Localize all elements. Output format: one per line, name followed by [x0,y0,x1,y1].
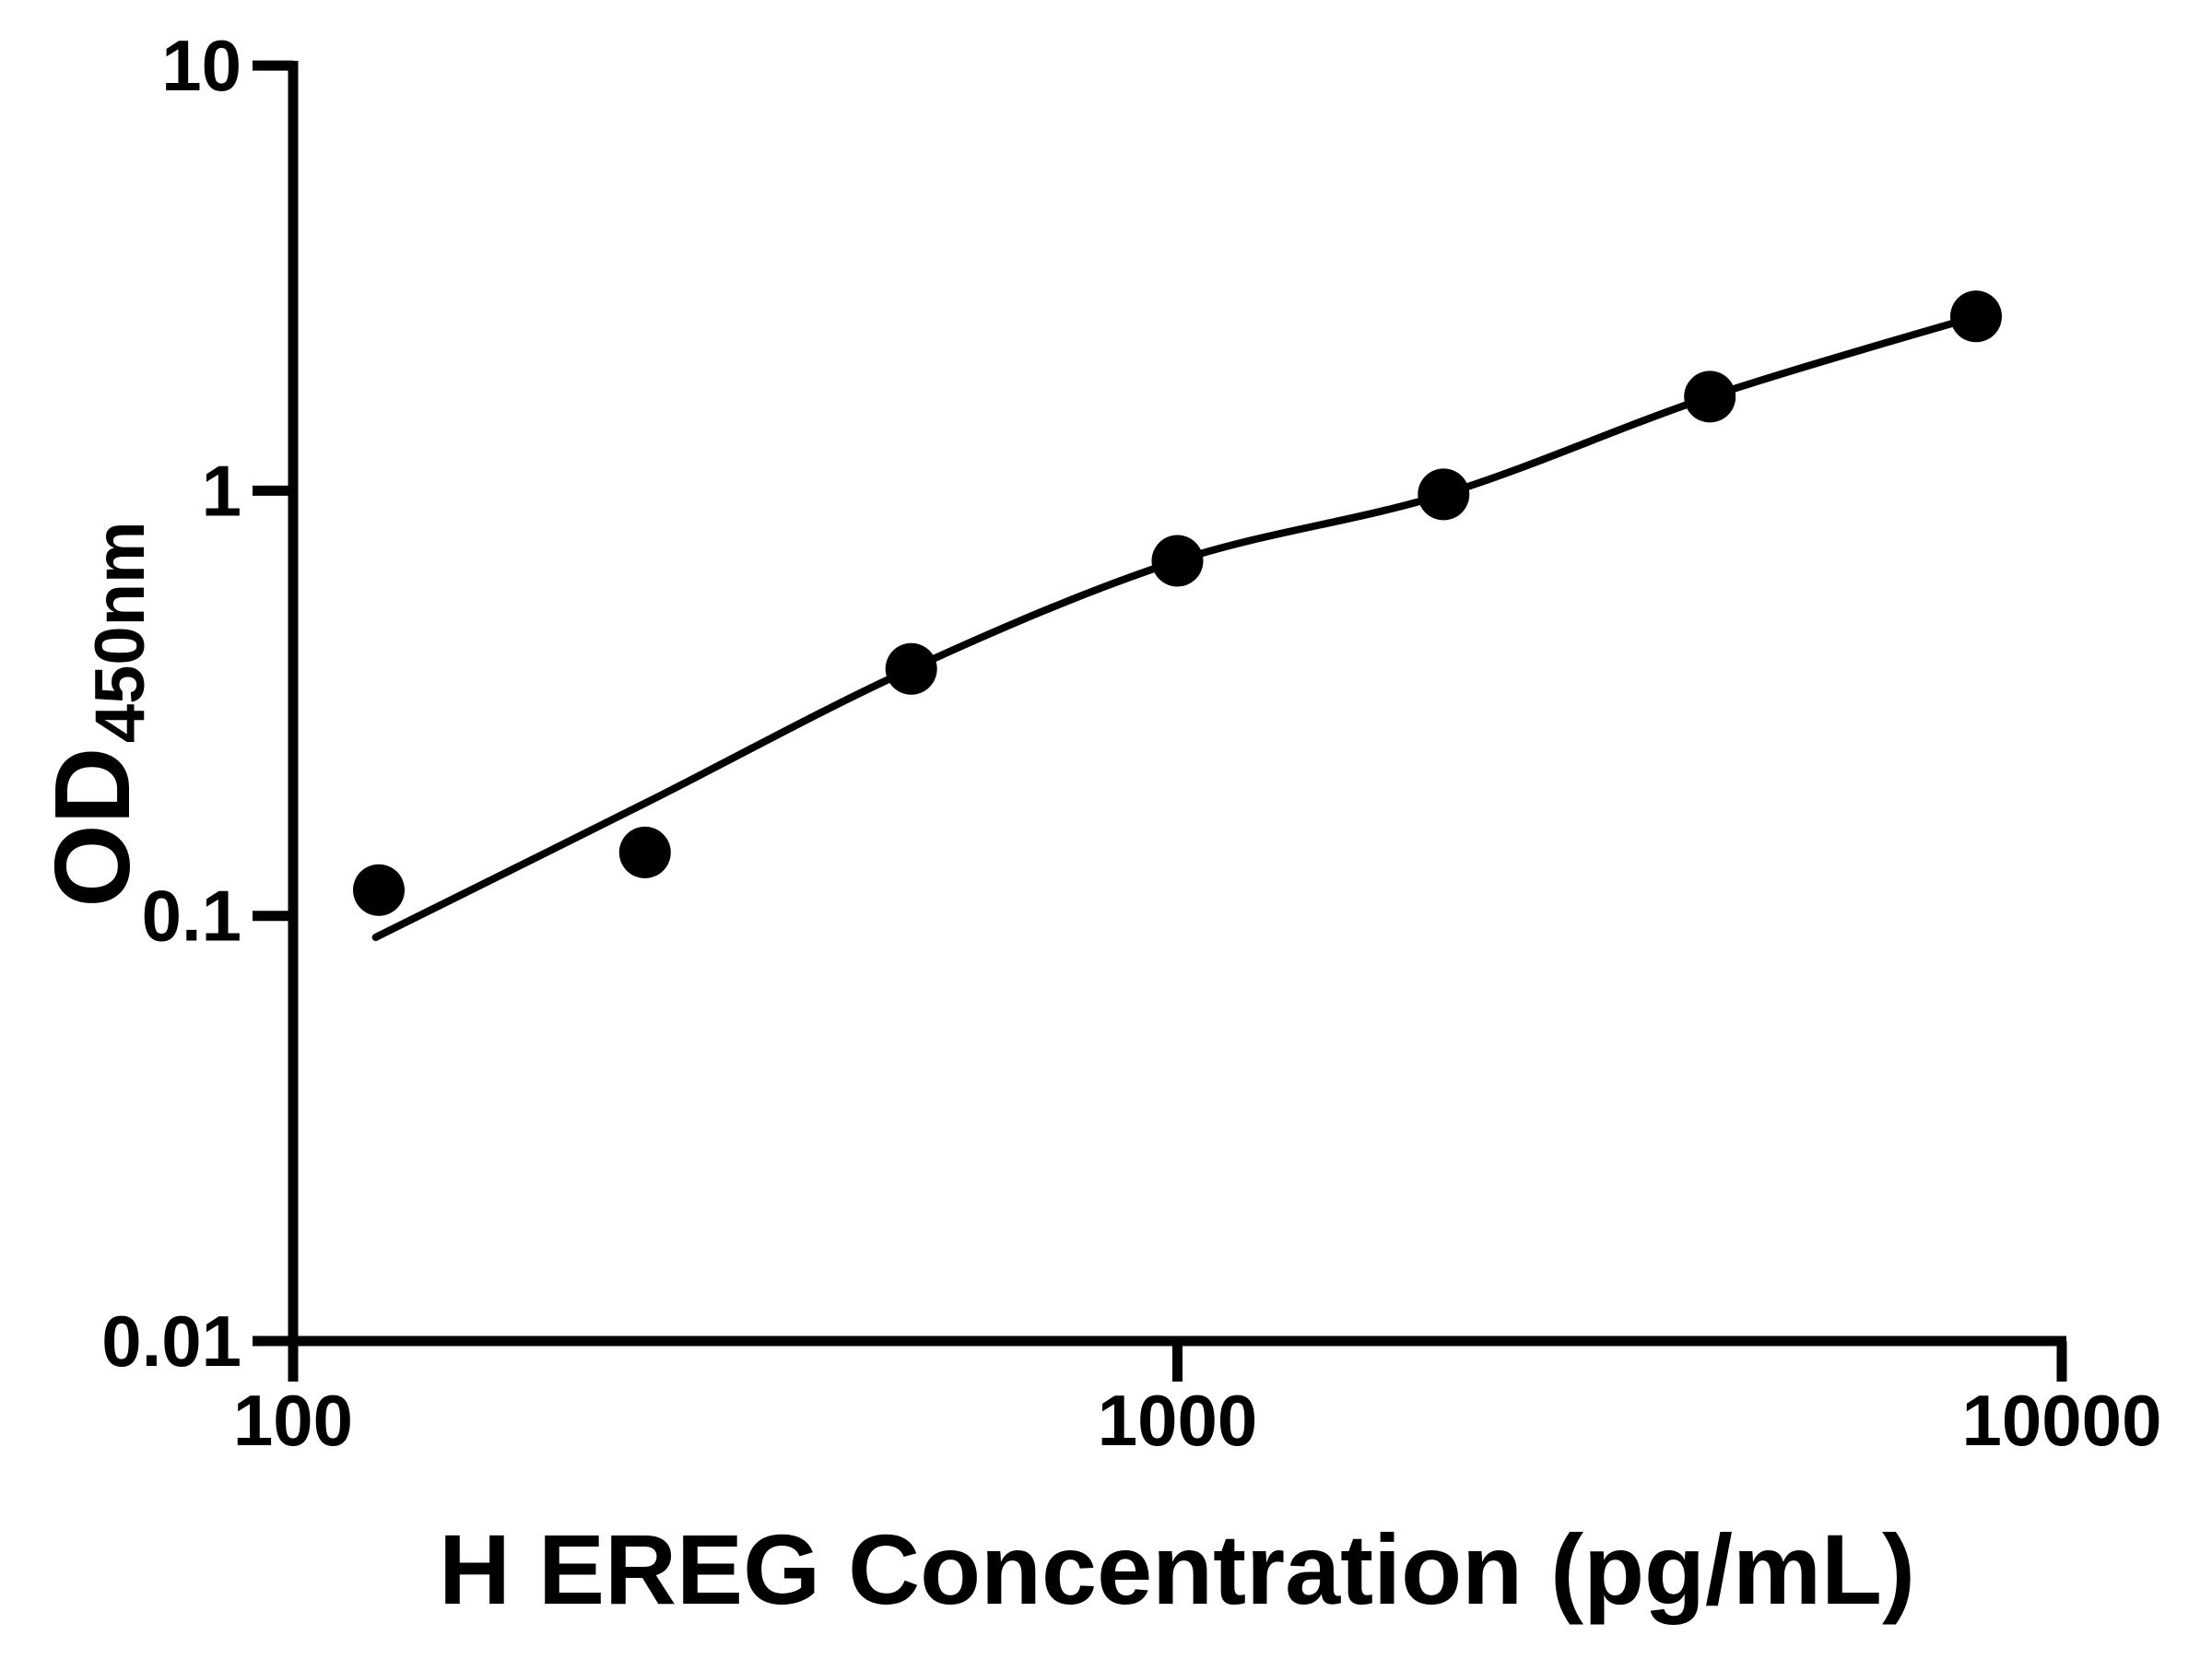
x-tick-marks [288,1341,2067,1382]
x-tick-labels: 100 1000 10000 [233,1380,2162,1461]
data-point-marker [618,826,671,878]
y-tick-label: 0.01 [101,1300,241,1382]
x-tick-label: 100 [233,1380,353,1461]
x-tick-label: 1000 [1098,1380,1258,1461]
axes [288,61,2066,1347]
data-points [353,290,2002,916]
data-point-marker [353,864,405,916]
data-point-marker [1418,468,1470,521]
x-axis-title: H EREG Concentration (pg/mL) [439,1513,1915,1625]
data-point-marker [1684,371,1736,423]
x-tick-label: 10000 [1962,1380,2162,1461]
y-axis-title-main: OD [32,747,152,908]
y-tick-labels: 10 1 0.1 0.01 [101,25,241,1382]
data-point-marker [885,642,937,695]
y-axis-title-subscript: 450nm [81,521,159,743]
y-tick-label: 1 [202,450,241,531]
data-point-marker [1151,535,1204,587]
y-tick-label: 10 [161,25,241,106]
y-axis-title: OD 450nm [32,521,159,907]
y-tick-marks [253,60,293,1347]
data-point-marker [1950,290,2002,343]
fit-curve-line [371,312,1980,941]
y-tick-label: 0.1 [142,876,241,957]
